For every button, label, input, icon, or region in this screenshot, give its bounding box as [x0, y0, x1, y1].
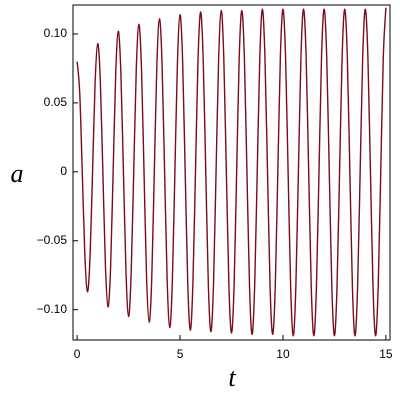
- y-tick-label: 0.05: [44, 95, 68, 109]
- y-tick-label: −0.05: [37, 233, 68, 247]
- x-tick-label: 15: [379, 347, 393, 361]
- x-tick-label: 0: [74, 347, 81, 361]
- x-axis-title: t: [228, 363, 236, 392]
- y-tick-label: 0: [60, 164, 67, 178]
- plot-frame: [72, 4, 391, 341]
- x-tick-label: 5: [177, 347, 184, 361]
- y-tick-label: 0.10: [44, 26, 68, 40]
- x-tick-label: 10: [276, 347, 290, 361]
- data-line: [76, 7, 387, 337]
- y-axis-title: a: [11, 159, 24, 188]
- y-tick-label: −0.10: [37, 302, 68, 316]
